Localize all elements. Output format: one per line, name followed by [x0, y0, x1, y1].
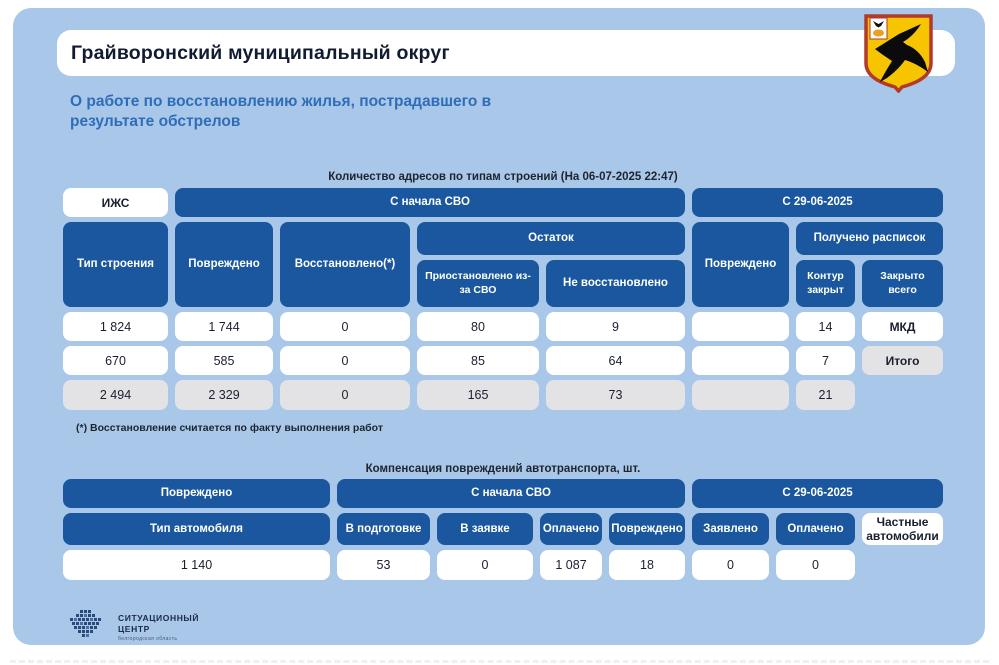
col-header-in-preparation: В подготовке	[337, 513, 430, 545]
col-header-paid-since-date: Оплачено	[776, 513, 855, 545]
row-private-cars-damaged: 1 140	[63, 550, 330, 580]
col-header-suspended: Приостановлено из-за СВО	[417, 260, 539, 307]
row-total-suspended: 0	[280, 380, 410, 410]
row-mkd-suspended: 0	[280, 346, 410, 375]
row-private-cars-in-preparation: 53	[337, 550, 430, 580]
col-group-since-date: С 29-06-2025	[692, 479, 943, 508]
col-header-building-type: Тип строения	[63, 222, 168, 307]
row-mkd-damaged: 670	[63, 346, 168, 375]
grayvoron-coat-of-arms-icon	[862, 13, 935, 94]
col-header-contour-closed: Контур закрыт	[796, 260, 855, 307]
col-header-damaged-since-date: Повреждено	[609, 513, 685, 545]
situation-center-logo: СИТУАЦИОННЫЙ ЦЕНТР белгородская область	[68, 608, 199, 647]
row-mkd-damaged2: 64	[546, 346, 685, 375]
row-private-cars-damaged2: 18	[609, 550, 685, 580]
situation-center-map-icon	[68, 608, 110, 647]
col-header-damaged-since-date: Повреждено	[692, 222, 789, 307]
logo-line-2: ЦЕНТР	[118, 623, 150, 634]
row-total-damaged2: 73	[546, 380, 685, 410]
col-header-paid: Оплачено	[540, 513, 602, 545]
row-izhs-suspended: 0	[280, 312, 410, 341]
buildings-table: С начала СВО С 29-06-2025 Тип строения П…	[63, 188, 943, 410]
row-total-restored: 2 329	[175, 380, 273, 410]
vehicles-table: С начала СВО С 29-06-2025 Тип автомобиля…	[63, 479, 943, 580]
row-private-cars-paid2: 0	[776, 550, 855, 580]
row-total-damaged: 2 494	[63, 380, 168, 410]
logo-subtitle: белгородская область	[118, 636, 178, 643]
row-mkd-type: МКД	[862, 312, 943, 341]
row-izhs-not-restored: 80	[417, 312, 539, 341]
row-mkd-restored: 585	[175, 346, 273, 375]
vehicles-table-caption: Компенсация повреждений автотранспорта, …	[365, 463, 641, 475]
col-header-closed-total: Закрыто всего	[862, 260, 943, 307]
row-izhs-damaged: 1 824	[63, 312, 168, 341]
row-total-closed-total: 21	[796, 380, 855, 410]
col-group-since-svo: С начала СВО	[175, 188, 685, 217]
col-header-in-request: В заявке	[437, 513, 533, 545]
row-izhs-closed-total: 14	[796, 312, 855, 341]
row-private-cars-type: Частные автомобили	[862, 513, 943, 545]
col-header-damaged: Повреждено	[175, 222, 273, 307]
restoration-footnote: (*) Восстановление считается по факту вы…	[76, 422, 383, 434]
col-header-damaged: Повреждено	[63, 479, 330, 508]
col-group-since-svo: С начала СВО	[337, 479, 685, 508]
page-subtitle: О работе по восстановлению жилья, постра…	[70, 93, 492, 131]
row-izhs-type: ИЖС	[63, 188, 168, 217]
page-title: Грайворонский муниципальный округ	[71, 41, 450, 64]
logo-line-1: СИТУАЦИОННЫЙ	[118, 612, 200, 623]
col-group-remainder: Остаток	[417, 222, 685, 255]
row-private-cars-paid: 1 087	[540, 550, 602, 580]
report-card: Грайворонский муниципальный округ О рабо…	[13, 8, 985, 645]
row-izhs-contour-closed	[692, 312, 789, 341]
bottom-dashed-divider	[10, 660, 989, 663]
row-private-cars-in-request: 0	[437, 550, 533, 580]
col-header-restored: Восстановлено(*)	[280, 222, 410, 307]
page-title-box: Грайворонский муниципальный округ	[57, 30, 955, 76]
row-mkd-not-restored: 85	[417, 346, 539, 375]
row-total-contour-closed	[692, 380, 789, 410]
row-total-not-restored: 165	[417, 380, 539, 410]
row-izhs-damaged2: 9	[546, 312, 685, 341]
col-group-receipts: Получено расписок	[796, 222, 943, 255]
col-header-declared: Заявлено	[692, 513, 769, 545]
buildings-table-caption: Количество адресов по типам строений (На…	[328, 171, 678, 183]
col-header-vehicle-type: Тип автомобиля	[63, 513, 330, 545]
col-header-not-restored: Не восстановлено	[546, 260, 685, 307]
row-mkd-closed-total: 7	[796, 346, 855, 375]
row-private-cars-declared: 0	[692, 550, 769, 580]
row-total-type: Итого	[862, 346, 943, 375]
row-mkd-contour-closed	[692, 346, 789, 375]
row-izhs-restored: 1 744	[175, 312, 273, 341]
col-group-since-date: С 29-06-2025	[692, 188, 943, 217]
